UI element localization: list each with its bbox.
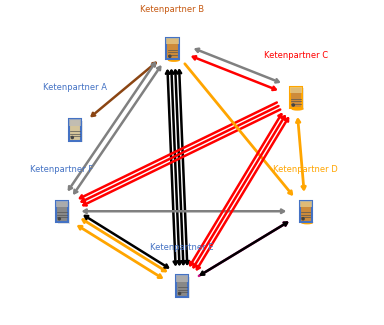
Text: Ketenpartner C: Ketenpartner C	[264, 51, 328, 60]
Bar	[69, 119, 81, 126]
Bar	[56, 201, 68, 222]
Bar	[178, 277, 190, 298]
Text: Ketenpartner B: Ketenpartner B	[141, 5, 205, 14]
FancyArrowPatch shape	[80, 102, 277, 199]
FancyArrowPatch shape	[194, 116, 285, 267]
FancyArrowPatch shape	[174, 71, 185, 264]
Circle shape	[292, 104, 295, 106]
Bar	[56, 201, 68, 207]
Bar	[168, 40, 180, 61]
FancyArrowPatch shape	[85, 216, 168, 267]
FancyArrowPatch shape	[190, 114, 281, 265]
FancyArrowPatch shape	[197, 118, 288, 269]
FancyArrowPatch shape	[296, 120, 305, 189]
Bar	[71, 121, 83, 142]
Bar	[290, 87, 302, 93]
Circle shape	[169, 55, 171, 57]
FancyArrowPatch shape	[92, 63, 156, 116]
FancyArrowPatch shape	[199, 223, 287, 276]
FancyArrowPatch shape	[74, 67, 160, 193]
Bar	[69, 119, 81, 141]
Bar	[301, 202, 313, 224]
Ellipse shape	[292, 107, 303, 110]
FancyArrowPatch shape	[166, 71, 177, 264]
Circle shape	[179, 292, 180, 294]
Text: Ketenpartner E: Ketenpartner E	[151, 242, 214, 252]
FancyArrowPatch shape	[83, 220, 166, 271]
Bar	[290, 87, 302, 108]
Bar	[167, 38, 179, 59]
Bar	[176, 275, 188, 282]
Text: Ketenpartner F: Ketenpartner F	[30, 164, 94, 174]
Circle shape	[58, 218, 60, 220]
Bar	[300, 201, 312, 222]
Circle shape	[302, 218, 304, 220]
Bar	[58, 202, 70, 224]
FancyArrowPatch shape	[201, 223, 287, 275]
Bar	[291, 88, 304, 110]
Ellipse shape	[302, 221, 313, 224]
FancyArrowPatch shape	[79, 226, 161, 278]
Bar	[176, 275, 188, 297]
Bar	[167, 38, 179, 45]
FancyArrowPatch shape	[178, 71, 189, 264]
FancyArrowPatch shape	[84, 210, 284, 213]
FancyArrowPatch shape	[193, 56, 276, 90]
FancyArrowPatch shape	[83, 110, 280, 205]
Bar	[300, 201, 312, 207]
Text: Ketenpartner A: Ketenpartner A	[43, 83, 107, 92]
FancyArrowPatch shape	[69, 63, 155, 189]
FancyArrowPatch shape	[82, 106, 278, 202]
Circle shape	[71, 136, 73, 138]
Text: Ketenpartner D: Ketenpartner D	[273, 164, 338, 174]
FancyArrowPatch shape	[196, 49, 279, 83]
Ellipse shape	[169, 58, 179, 61]
FancyArrowPatch shape	[185, 64, 292, 194]
FancyArrowPatch shape	[170, 71, 181, 264]
